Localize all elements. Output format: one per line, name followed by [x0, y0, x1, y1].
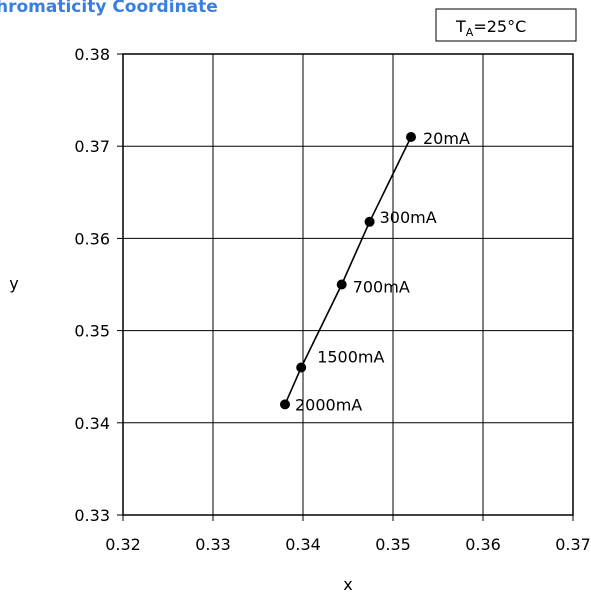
- y-tick-label: 0.34: [74, 414, 110, 433]
- condition-main: T: [455, 17, 466, 36]
- x-tick-label: 0.37: [555, 535, 591, 554]
- data-point: [336, 279, 347, 290]
- data-point: [406, 131, 416, 142]
- data-point: [296, 362, 307, 373]
- condition-text: TA=25°C: [455, 17, 526, 39]
- x-ticks: 0.32 0.33 0.34 0.35 0.36 0.37: [105, 515, 591, 554]
- y-tick-label: 0.37: [74, 137, 110, 156]
- x-tick-label: 0.32: [105, 535, 141, 554]
- data-label: 1500mA: [317, 347, 384, 366]
- x-axis-label: x: [343, 575, 352, 594]
- y-ticks: 0.33 0.34 0.35 0.36 0.37 0.38: [74, 45, 123, 525]
- chart-title: hromaticity Coordinate: [0, 0, 218, 17]
- data-series: 2000mA 1500mA 700mA 300mA 20mA: [280, 129, 470, 414]
- y-axis-label: y: [9, 274, 18, 293]
- condition-box: [435, 8, 577, 42]
- y-tick-label: 0.38: [74, 45, 110, 64]
- grid: [123, 54, 573, 515]
- x-tick-label: 0.33: [195, 535, 231, 554]
- y-tick-label: 0.35: [74, 322, 110, 341]
- data-point: [280, 399, 290, 410]
- x-tick-label: 0.35: [375, 535, 411, 554]
- data-label: 20mA: [423, 129, 470, 148]
- condition-rest: =25°C: [473, 17, 526, 36]
- data-point: [364, 216, 375, 227]
- y-tick-label: 0.36: [74, 229, 110, 248]
- plot-area: [122, 53, 574, 516]
- condition-sub: A: [466, 26, 474, 39]
- data-label: 700mA: [353, 278, 410, 297]
- y-tick-label: 0.33: [74, 506, 110, 525]
- x-tick-label: 0.34: [285, 535, 321, 554]
- data-label: 300mA: [380, 208, 437, 227]
- x-tick-label: 0.36: [465, 535, 501, 554]
- data-label: 2000mA: [295, 395, 362, 414]
